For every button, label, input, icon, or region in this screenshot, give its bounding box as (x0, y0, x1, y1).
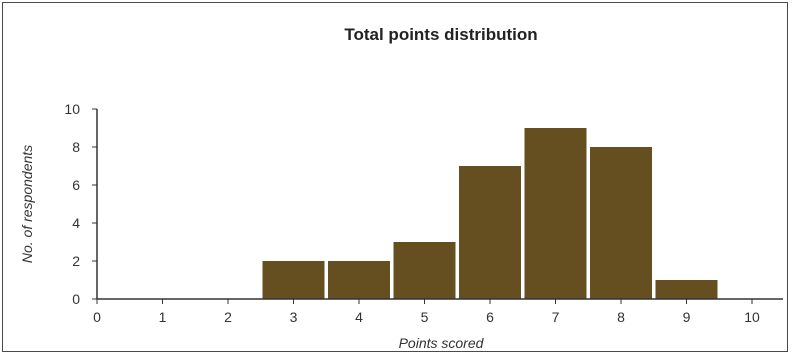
x-tick-label: 10 (744, 309, 760, 325)
bar-6 (459, 166, 521, 299)
chart-title: Total points distribution (344, 25, 537, 44)
bar-8 (590, 147, 652, 299)
x-tick-label: 2 (224, 309, 232, 325)
bar-3 (262, 261, 325, 299)
bar-5 (393, 242, 456, 299)
x-tick-label: 9 (683, 309, 691, 325)
x-tick-label: 0 (93, 309, 101, 325)
y-tick-label: 0 (72, 291, 80, 307)
x-tick-label: 4 (355, 309, 363, 325)
y-axis-ticks: 0 2 4 6 8 10 (64, 101, 97, 307)
x-tick-label: 8 (617, 309, 625, 325)
y-tick-label: 8 (72, 139, 80, 155)
bar-4 (328, 261, 390, 299)
x-tick-label: 7 (552, 309, 560, 325)
bar-9 (655, 280, 718, 299)
x-tick-label: 5 (421, 309, 429, 325)
bars-group (262, 128, 718, 299)
y-tick-label: 10 (64, 101, 80, 117)
bar-7 (524, 128, 587, 299)
x-tick-label: 6 (486, 309, 494, 325)
x-axis-label: Points scored (399, 335, 485, 351)
x-tick-label: 3 (290, 309, 298, 325)
x-tick-label: 1 (159, 309, 167, 325)
x-axis-ticks: 0 1 2 3 4 5 6 7 8 9 10 (93, 299, 760, 325)
y-tick-label: 4 (72, 215, 80, 231)
y-axis-label: No. of respondents (19, 145, 35, 263)
y-tick-label: 2 (72, 253, 80, 269)
y-tick-label: 6 (72, 177, 80, 193)
